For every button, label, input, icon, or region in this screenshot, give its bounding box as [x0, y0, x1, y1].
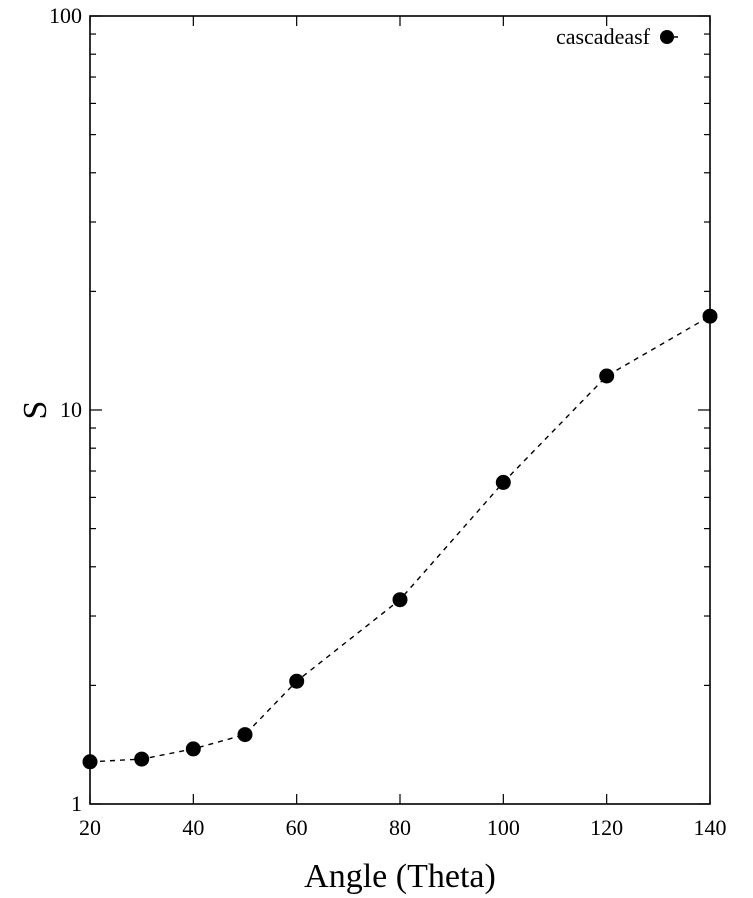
data-point	[185, 741, 201, 757]
x-tick-label: 140	[694, 815, 727, 840]
data-points	[82, 308, 718, 770]
x-tick-label: 40	[182, 815, 204, 840]
x-tick-label: 20	[79, 815, 101, 840]
data-point	[599, 368, 615, 384]
x-axis-title: Angle (Theta)	[304, 858, 496, 895]
data-point	[495, 474, 511, 490]
data-point	[237, 727, 253, 743]
y-tick-label: 100	[49, 3, 82, 28]
data-point	[289, 673, 305, 689]
series-line-cascadeasf	[89, 315, 711, 763]
y-tick-label: 10	[60, 397, 82, 422]
x-tick-label: 60	[286, 815, 308, 840]
y-tick-label: 1	[71, 791, 82, 816]
legend-label: cascadeasf	[556, 24, 651, 49]
data-point	[82, 754, 98, 770]
data-point	[702, 308, 718, 324]
plot-frame	[89, 15, 711, 805]
legend-marker	[660, 30, 674, 44]
legend: cascadeasf	[556, 24, 678, 49]
axis-ticks	[89, 15, 711, 805]
y-axis-title: S	[17, 401, 54, 420]
data-point	[134, 751, 150, 767]
x-tick-label: 120	[590, 815, 623, 840]
x-tick-label: 100	[487, 815, 520, 840]
tick-labels: 20 40 60 80 100 120 140 1 10 100	[49, 3, 727, 840]
data-point	[392, 592, 408, 608]
x-tick-label: 80	[389, 815, 411, 840]
